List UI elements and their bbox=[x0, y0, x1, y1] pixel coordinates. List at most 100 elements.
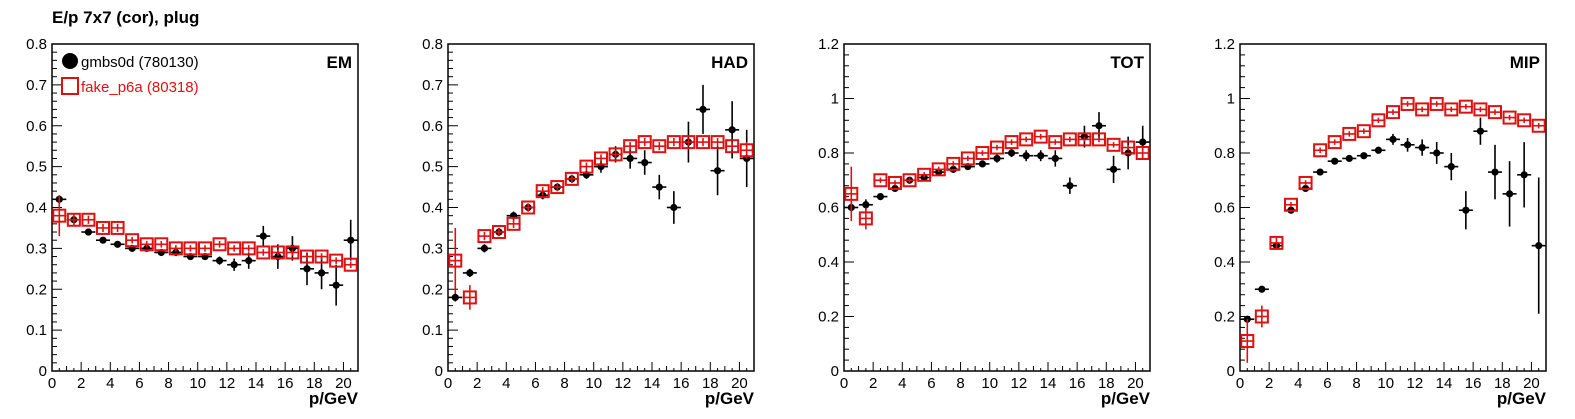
x-tick-label: 6 bbox=[135, 375, 143, 392]
data-point bbox=[1517, 113, 1532, 128]
panel-label: HAD bbox=[711, 53, 748, 72]
data-point bbox=[300, 249, 314, 264]
x-tick-label: 8 bbox=[560, 375, 568, 392]
x-tick-label: 10 bbox=[981, 375, 998, 392]
data-point bbox=[1139, 138, 1147, 146]
data-point bbox=[1316, 168, 1324, 176]
data-point bbox=[626, 154, 634, 163]
data-point bbox=[858, 211, 873, 226]
data-point bbox=[655, 183, 663, 191]
x-tick-label: 0 bbox=[840, 375, 848, 392]
data-point bbox=[637, 135, 652, 150]
data-point bbox=[245, 257, 253, 265]
x-tick-label: 10 bbox=[585, 375, 602, 392]
series-fake-p6a bbox=[52, 195, 358, 272]
data-point bbox=[990, 140, 1004, 155]
x-tick-label: 10 bbox=[189, 375, 206, 392]
data-point bbox=[1356, 124, 1371, 139]
series-fake-p6a bbox=[448, 135, 754, 310]
y-tick-label: 0 bbox=[831, 363, 839, 380]
data-point bbox=[241, 241, 256, 256]
y-tick-label: 0.8 bbox=[818, 145, 839, 162]
x-tick-label: 20 bbox=[1127, 375, 1144, 392]
y-tick-label: 0.7 bbox=[422, 77, 443, 94]
data-point bbox=[917, 167, 932, 182]
y-tick-label: 0.1 bbox=[422, 322, 443, 339]
data-point bbox=[728, 126, 736, 134]
data-point bbox=[1462, 206, 1470, 214]
y-tick-label: 0.4 bbox=[818, 254, 839, 271]
data-point bbox=[862, 201, 870, 209]
x-tick-label: 8 bbox=[164, 375, 172, 392]
data-point bbox=[1077, 132, 1092, 147]
data-point bbox=[1033, 129, 1048, 144]
data-point bbox=[681, 135, 696, 150]
series-gmbs0d bbox=[1240, 117, 1546, 323]
data-point bbox=[1037, 152, 1045, 160]
data-point bbox=[1386, 105, 1400, 120]
y-tick-label: 0.2 bbox=[1214, 309, 1235, 326]
data-point bbox=[96, 220, 110, 235]
data-point bbox=[1007, 149, 1016, 157]
y-tick-label: 0.8 bbox=[1214, 145, 1235, 162]
data-point bbox=[710, 135, 725, 150]
x-tick-label: 12 bbox=[219, 375, 236, 392]
data-point bbox=[259, 232, 267, 240]
data-point bbox=[1476, 127, 1485, 135]
data-point bbox=[739, 143, 754, 158]
x-tick-label: 4 bbox=[106, 375, 114, 392]
data-point bbox=[713, 167, 722, 175]
data-point bbox=[844, 186, 859, 201]
x-axis-label: p/GeV bbox=[1101, 389, 1151, 408]
data-point bbox=[975, 146, 990, 160]
data-point bbox=[1360, 152, 1368, 160]
data-point bbox=[960, 151, 975, 166]
legend-marker-gmbs0d bbox=[62, 53, 78, 69]
data-point bbox=[1022, 152, 1030, 160]
data-point bbox=[506, 216, 521, 231]
x-tick-label: 4 bbox=[502, 375, 510, 392]
x-tick-label: 20 bbox=[1523, 375, 1540, 392]
x-tick-label: 12 bbox=[615, 375, 632, 392]
data-point bbox=[1444, 102, 1459, 117]
data-point bbox=[1095, 122, 1103, 130]
data-point bbox=[623, 139, 638, 154]
data-point bbox=[1531, 118, 1546, 133]
data-point bbox=[1240, 334, 1255, 349]
data-point bbox=[1062, 132, 1077, 147]
data-point bbox=[81, 212, 96, 227]
x-tick-label: 6 bbox=[1323, 375, 1331, 392]
y-tick-label: 0.4 bbox=[26, 200, 47, 217]
y-tick-label: 0.8 bbox=[422, 36, 443, 53]
panel-label: EM bbox=[327, 53, 353, 72]
data-point bbox=[564, 171, 579, 186]
x-tick-label: 2 bbox=[77, 375, 85, 392]
legend-label-gmbs0d: gmbs0d (780130) bbox=[81, 54, 199, 71]
data-point bbox=[873, 173, 888, 188]
data-point bbox=[1535, 242, 1543, 250]
data-point bbox=[451, 293, 459, 302]
data-point bbox=[329, 253, 344, 268]
y-tick-label: 0.5 bbox=[26, 159, 47, 176]
series-gmbs0d bbox=[844, 112, 1150, 213]
data-point bbox=[535, 184, 550, 199]
data-point bbox=[594, 151, 608, 166]
data-point bbox=[1371, 113, 1386, 128]
data-point bbox=[699, 105, 707, 113]
plot-frame bbox=[447, 43, 755, 372]
panel-mip: 0 2 4 6 8 10 12 14 16 18 20 0 0.2 0.4 0.6 0.8 1 1.2 p/GeV M… bbox=[1214, 36, 1547, 408]
data-point bbox=[1433, 149, 1441, 157]
panel-em: 0 2 4 6 8 10 12 14 16 18 20 0 0.1 0.2 0.3 0.4 0.5 0.6 0.7 0… bbox=[26, 36, 359, 408]
data-point bbox=[332, 281, 340, 289]
x-tick-label: 16 bbox=[1069, 375, 1086, 392]
y-tick-label: 1 bbox=[831, 91, 839, 108]
series-gmbs0d bbox=[448, 84, 754, 302]
x-tick-label: 12 bbox=[1011, 375, 1028, 392]
data-point bbox=[670, 203, 678, 212]
data-point bbox=[1019, 132, 1034, 147]
panel-tot: 0 2 4 6 8 10 12 14 16 18 20 0 0.2 0.4 0.6 0.8 1 1.2 p/GeV T… bbox=[818, 36, 1151, 408]
x-tick-label: 6 bbox=[927, 375, 935, 392]
x-tick-label: 4 bbox=[1294, 375, 1302, 392]
y-tick-label: 1 bbox=[1227, 91, 1235, 108]
x-tick-label: 16 bbox=[1465, 375, 1482, 392]
